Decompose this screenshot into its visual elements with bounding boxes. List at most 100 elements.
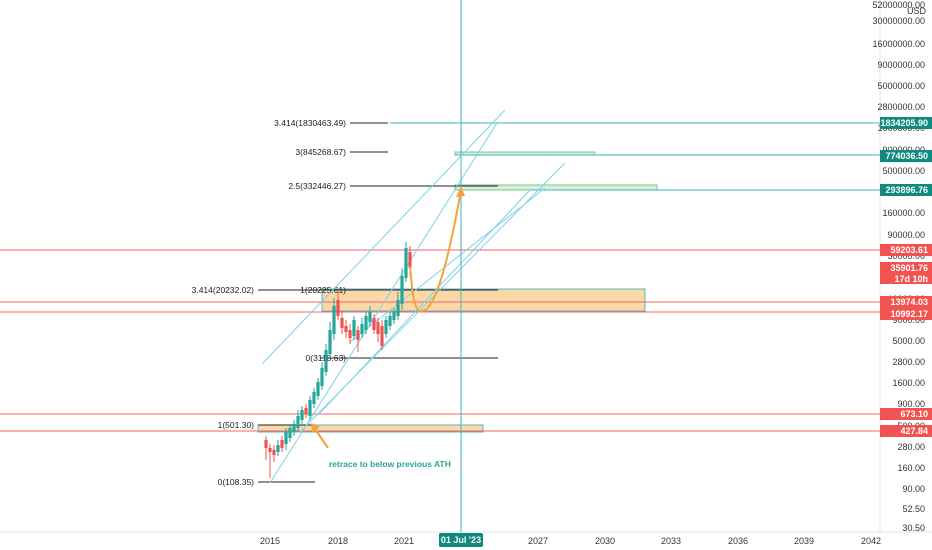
channel-line — [269, 122, 498, 484]
channel-line — [349, 187, 546, 343]
candle-body — [268, 448, 272, 452]
candle-body — [396, 300, 400, 316]
y-tick-label: 90.00 — [902, 484, 925, 494]
price-tag-label: 427.84 — [900, 426, 928, 436]
x-tick-label: 2018 — [328, 536, 348, 546]
candle-body — [340, 318, 344, 328]
price-tag — [880, 184, 932, 196]
y-tick-label: 1600.00 — [892, 378, 925, 388]
candle-body — [276, 445, 280, 452]
y-tick-label: 160000.00 — [882, 208, 925, 218]
candle-body — [292, 424, 296, 432]
candle-body — [264, 440, 268, 448]
price-tag — [880, 117, 932, 129]
price-tag — [880, 408, 932, 420]
date-marker-tag — [439, 533, 483, 547]
candle-body — [296, 416, 300, 428]
price-tag-label: 35901.76 — [890, 263, 928, 273]
fib-label: 1(20225.61) — [300, 285, 346, 295]
date-marker-label: 01 Jul '23 — [441, 535, 481, 545]
candle-body — [372, 318, 376, 330]
y-tick-label: 90000.00 — [887, 230, 925, 240]
projection-arrow — [409, 189, 462, 313]
candle-body — [408, 252, 412, 268]
candle-body — [308, 400, 312, 416]
price-tag-label: 10992.17 — [890, 309, 928, 319]
candle-body — [320, 368, 324, 386]
candle-body — [356, 330, 360, 340]
candle-body — [392, 312, 396, 320]
fib-label: 3(845268.67) — [295, 147, 346, 157]
candle-body — [332, 306, 336, 334]
projection-arrow-head — [456, 186, 465, 197]
price-tag-countdown: 17d 10h — [894, 274, 928, 284]
price-tag — [880, 262, 932, 284]
y-tick-label: 5000000.00 — [877, 81, 925, 91]
fib-label: 0(108.35) — [218, 477, 255, 487]
x-tick-label: 2021 — [394, 536, 414, 546]
x-tick-label: 2039 — [794, 536, 814, 546]
support-zone-orange — [257, 424, 484, 433]
y-tick-label: 900.00 — [897, 399, 925, 409]
price-tag-label: 59203.61 — [890, 245, 928, 255]
candle-body — [388, 316, 392, 326]
y-tick-label: 9000000.00 — [877, 60, 925, 70]
y-tick-label: 52.50 — [902, 504, 925, 514]
candle-body — [304, 408, 308, 414]
price-tag — [880, 150, 932, 162]
y-tick-label: 16000000.00 — [872, 39, 925, 49]
price-tag-label: 673.10 — [900, 409, 928, 419]
retrace-annotation: retrace to below previous ATH — [329, 459, 451, 469]
candle-body — [364, 316, 368, 330]
price-tag-label: 293896.76 — [885, 185, 928, 195]
candle-body — [384, 320, 388, 334]
price-tag — [880, 244, 932, 256]
price-tag-label: 1834205.90 — [880, 118, 928, 128]
price-tag — [880, 308, 932, 320]
fib-label: 2.5(332446.27) — [288, 181, 346, 191]
y-tick-label: 160.00 — [897, 463, 925, 473]
candle-body — [280, 440, 284, 448]
candle-body — [312, 392, 316, 404]
x-tick-label: 2030 — [595, 536, 615, 546]
channel-line — [261, 109, 506, 365]
fib-label: 3.414(20232.02) — [192, 285, 255, 295]
candle-body — [284, 432, 288, 444]
candle-body — [344, 326, 348, 332]
y-tick-label: 500000.00 — [882, 166, 925, 176]
x-tick-label: 2027 — [528, 536, 548, 546]
x-tick-label: 2036 — [728, 536, 748, 546]
retrace-arrow-head — [311, 423, 320, 433]
candle-body — [272, 450, 276, 455]
candle-body — [328, 330, 332, 354]
price-tag-label: 13974.03 — [890, 297, 928, 307]
price-tag — [880, 296, 932, 308]
y-tick-label: 280.00 — [897, 442, 925, 452]
candle-body — [400, 276, 404, 304]
fib-label: 1(501.30) — [218, 420, 255, 430]
y-tick-label: 5000.00 — [892, 336, 925, 346]
candle-body — [288, 428, 292, 438]
price-tag — [880, 425, 932, 437]
y-tick-label: 30000000.00 — [872, 16, 925, 26]
x-tick-label: 2033 — [661, 536, 681, 546]
candle-body — [404, 248, 408, 278]
y-tick-label: 52000000.00 — [872, 0, 925, 10]
candle-body — [316, 382, 320, 396]
currency-label: USD — [907, 6, 927, 16]
candle-body — [376, 322, 380, 334]
candle-body — [348, 330, 352, 338]
price-tag-label: 774036.50 — [885, 151, 928, 161]
candle-body — [352, 320, 356, 336]
candle-body — [380, 326, 384, 346]
candle-body — [300, 410, 304, 420]
candle-body — [360, 324, 364, 334]
y-tick-label: 2800.00 — [892, 357, 925, 367]
fib-label: 3.414(1830463.49) — [274, 118, 346, 128]
x-tick-label: 2042 — [861, 536, 881, 546]
y-tick-label: 2800000.00 — [877, 102, 925, 112]
candle-body — [368, 312, 372, 322]
